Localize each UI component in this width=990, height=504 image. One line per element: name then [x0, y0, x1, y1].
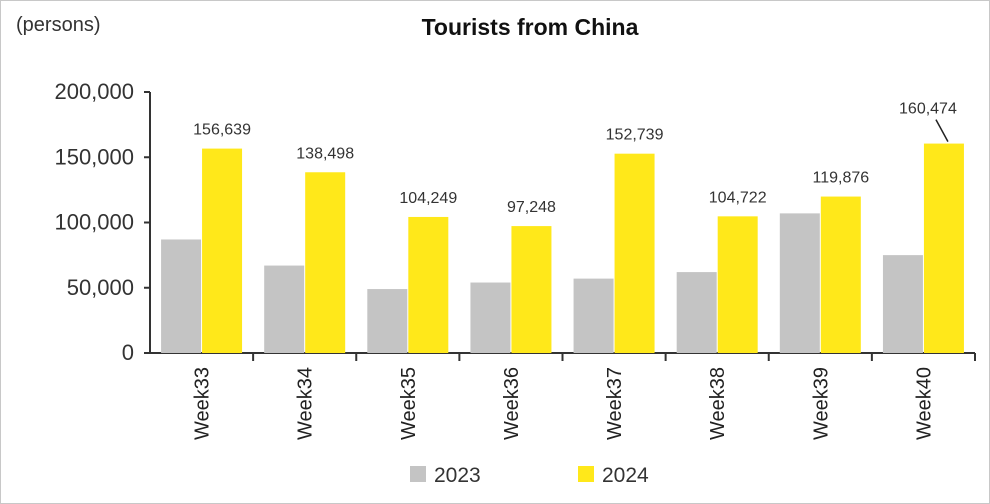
- legend-label-2023: 2023: [434, 464, 481, 487]
- legend-swatch-2023: [410, 466, 426, 482]
- data-label-leader-line: [935, 119, 949, 142]
- y-tick-label: 200,000: [54, 79, 134, 104]
- y-tick-label: 50,000: [67, 275, 134, 300]
- bar-2023: [779, 213, 820, 353]
- x-category-label: Week38: [707, 367, 729, 440]
- x-category-label: Week40: [913, 367, 935, 440]
- x-category-label: Week39: [810, 367, 832, 440]
- legend-label-2024: 2024: [602, 464, 649, 487]
- y-tick-label: 0: [122, 340, 134, 365]
- chart-title: Tourists from China: [421, 14, 639, 40]
- data-label-2024: 97,248: [507, 199, 556, 216]
- data-label-2024: 138,498: [296, 145, 354, 162]
- bar-2023: [676, 272, 717, 353]
- bar-2024: [614, 153, 655, 353]
- y-unit-label: (persons): [16, 14, 101, 36]
- x-category-label: Week37: [604, 367, 626, 440]
- bar-2024: [820, 196, 861, 353]
- data-label-2024: 119,876: [812, 170, 869, 187]
- bar-2024: [511, 226, 552, 353]
- bar-2024: [923, 143, 964, 353]
- bar-2023: [367, 289, 408, 353]
- bar-2023: [470, 282, 511, 353]
- y-tick-label: 150,000: [54, 144, 134, 169]
- y-tick-label: 100,000: [54, 210, 134, 235]
- data-label-2024: 152,739: [606, 127, 664, 144]
- bar-2023: [882, 255, 923, 353]
- x-category-label: Week34: [295, 367, 317, 440]
- bar-2023: [573, 278, 614, 353]
- bar-2024: [717, 216, 758, 353]
- x-category-label: Week35: [398, 367, 420, 440]
- data-label-2024: 156,639: [193, 122, 251, 139]
- legend-swatch-2024: [578, 466, 594, 482]
- data-label-2024: 160,474: [899, 101, 957, 118]
- bar-2024: [408, 216, 449, 353]
- data-label-2024: 104,249: [399, 190, 457, 207]
- bar-2024: [202, 148, 243, 353]
- bar-2024: [305, 172, 346, 353]
- bar-2023: [161, 239, 202, 353]
- x-category-label: Week36: [501, 367, 523, 440]
- data-label-2024: 104,722: [709, 189, 767, 206]
- bar-2023: [264, 265, 305, 353]
- x-category-label: Week33: [192, 367, 214, 440]
